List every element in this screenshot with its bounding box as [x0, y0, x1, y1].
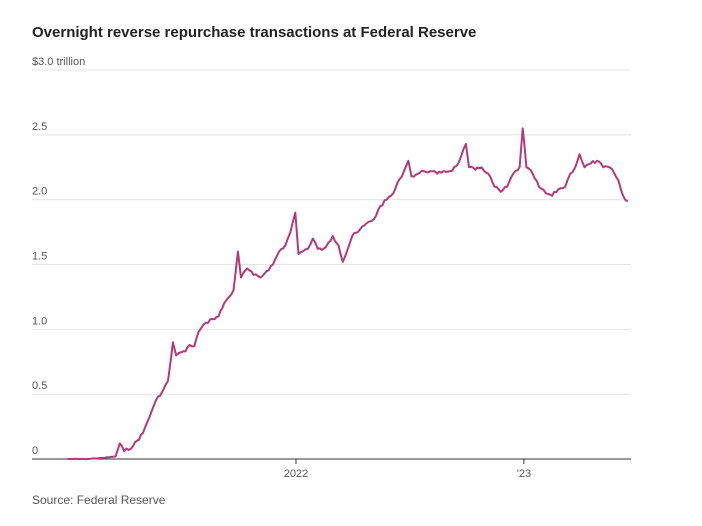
- source-note: Source: Federal Reserve: [32, 493, 166, 507]
- y-tick-label: 2.5: [32, 121, 47, 133]
- y-tick-label: 1.5: [32, 251, 47, 263]
- chart-title: Overnight reverse repurchase transaction…: [32, 24, 477, 41]
- y-tick-label: $3.0 trillion: [32, 56, 85, 68]
- y-tick-label: 0: [32, 445, 38, 457]
- x-tick-label: 2022: [284, 468, 308, 480]
- y-tick-label: 1.0: [32, 315, 47, 327]
- y-tick-label: 0.5: [32, 380, 47, 392]
- y-tick-label: 2.0: [32, 186, 47, 198]
- series-layer: [67, 127, 628, 461]
- axis-layer: [32, 458, 631, 464]
- x-tick-label: '23: [517, 468, 531, 480]
- grid-layer: [32, 69, 631, 395]
- series-line-0: [67, 127, 628, 461]
- label-layer: $3.0 trillion 2.5 2.0 1.5 1.0 0.5 0 2022 '23: [32, 56, 531, 480]
